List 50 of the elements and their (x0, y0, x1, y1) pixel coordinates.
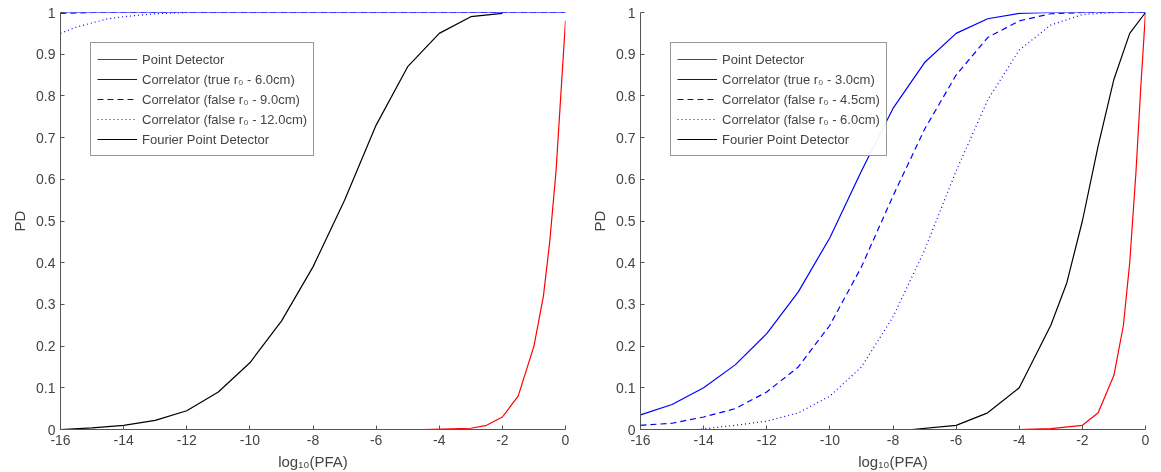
legend-label: Fourier Point Detector (142, 131, 270, 147)
legend-label: Correlator (true r₀ - 6.0cm) (142, 71, 295, 87)
y-tick-label: 0.5 (616, 213, 636, 229)
y-tick-label: 1 (47, 4, 56, 21)
y-tick-label: 0.4 (36, 254, 56, 271)
x-tick-label: -8 (306, 431, 320, 448)
y-tick-label: 0.6 (616, 171, 636, 188)
x-tick-label: -4 (433, 431, 446, 448)
x-tick-label: 0 (1141, 431, 1150, 448)
legend-label: Correlator (false r₀ - 12.0cm) (142, 111, 308, 127)
x-tick-label: -12 (176, 431, 198, 448)
x-tick-label: -6 (369, 431, 383, 448)
legend-label: Correlator (false r₀ - 4.5cm) (722, 91, 880, 107)
x-tick-label: 0 (561, 431, 570, 448)
y-tick-label: 0.3 (36, 296, 56, 313)
y-tick-label: 0.9 (616, 46, 636, 63)
y-tick-label: 0.8 (36, 87, 56, 104)
y-tick-label: 0.7 (616, 129, 636, 146)
legend-label: Point Detector (722, 51, 805, 67)
y-tick-label: 0.1 (616, 379, 636, 396)
x-axis-title: log₁₀(PFA) (278, 452, 348, 470)
x-tick-label: -8 (886, 431, 900, 448)
x-tick-label: -10 (819, 431, 841, 448)
y-axis-title: PD (591, 210, 609, 232)
y-tick-label: 0.2 (36, 338, 56, 355)
y-tick-label: 0.5 (36, 213, 56, 229)
x-tick-label: -14 (113, 431, 134, 448)
legend-label: Point Detector (142, 51, 225, 67)
x-tick-label: -6 (949, 431, 963, 448)
x-tick-label: -10 (239, 431, 261, 448)
y-tick-label: 0.9 (36, 46, 56, 63)
y-tick-label: 0.2 (616, 338, 636, 355)
y-tick-label: 0.4 (616, 254, 636, 271)
y-tick-label: 0.8 (616, 87, 636, 104)
x-axis-title: log₁₀(PFA) (858, 452, 928, 470)
y-tick-label: 0.3 (616, 296, 636, 313)
legend-label: Correlator (false r₀ - 9.0cm) (142, 91, 300, 107)
y-tick-label: 0.7 (36, 129, 56, 146)
y-axis-title: PD (11, 210, 29, 232)
legend-label: Fourier Point Detector (722, 131, 850, 147)
x-tick-label: -4 (1013, 431, 1026, 448)
y-tick-label: 0.1 (36, 379, 56, 396)
x-tick-label: -14 (693, 431, 714, 448)
x-tick-label: -2 (1076, 431, 1089, 448)
y-tick-label: 1 (627, 4, 636, 21)
x-tick-label: -2 (496, 431, 509, 448)
y-tick-label: 0.6 (36, 171, 56, 188)
legend-label: Correlator (true r₀ - 3.0cm) (722, 71, 875, 87)
x-tick-label: -12 (756, 431, 778, 448)
legend-label: Correlator (false r₀ - 6.0cm) (722, 111, 880, 127)
